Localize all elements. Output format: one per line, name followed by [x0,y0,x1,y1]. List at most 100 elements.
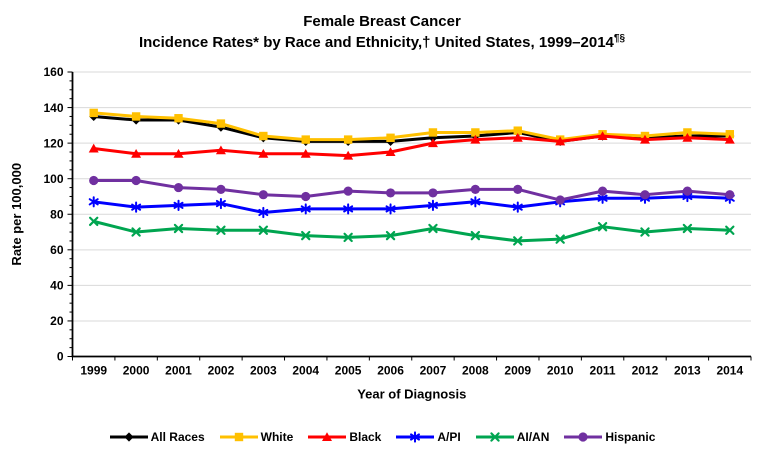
legend-item-a-pi: A/PI [395,429,461,445]
legend-marker-sample [489,432,500,442]
legend-marker-sample [410,431,421,443]
y-tick-label: 0 [57,350,64,364]
series-marker-hispanic [301,191,311,202]
series-marker-ai-an [470,230,481,241]
series-marker-hispanic [555,195,565,205]
x-tick-label: 2001 [165,364,192,378]
chart-title-footnote-marks: ¶§ [613,33,626,44]
legend-marker-a-pi-icon [396,431,435,443]
series-marker-ai-an [216,225,226,235]
series-marker-ai-an [640,227,650,237]
legend-item-black: Black [307,429,381,445]
series-line-black [93,134,730,158]
series-marker-a-pi [470,196,481,208]
series-marker-black [724,134,735,144]
series-marker-ai-an [343,232,353,243]
chart-title-line2: Incidence Rates* by Race and Ethnicity,†… [138,33,626,52]
legend-item-label: All Races [150,430,205,444]
legend-item-label: White [260,430,294,444]
series-marker-hispanic [513,184,523,194]
legend-item-label: Black [349,430,382,444]
series-marker-ai-an [258,225,269,235]
x-tick-label: 2012 [632,364,659,378]
series-marker-ai-an [301,230,311,241]
series-marker-hispanic [470,184,480,194]
legend-marker-black-icon [308,432,347,441]
series-marker-ai-an [682,223,693,234]
series-marker-hispanic [597,186,608,196]
series-marker-a-pi [300,203,311,215]
series-line-ai-an [93,219,730,243]
series-line-white [93,111,730,142]
legend-item-ai-an: AI/AN [475,429,549,445]
series-marker-hispanic [428,188,438,198]
legend-item-all-races: All Races [109,429,205,445]
x-tick-label: 2002 [208,364,235,378]
series-marker-a-pi [258,206,269,219]
series-marker-white [725,130,734,139]
series-marker-a-pi [427,199,438,211]
series-marker-black [512,132,523,142]
series-marker-ai-an [385,230,396,241]
legend-item-label: Hispanic [605,430,656,444]
series-marker-a-pi [385,203,396,215]
series-marker-black [427,138,438,148]
x-tick-label: 2010 [547,364,574,378]
series-marker-white [89,108,98,118]
x-tick-label: 2004 [292,364,319,378]
y-tick-label: 80 [50,207,64,221]
y-axis-title: Rate per 100,000 [9,163,24,266]
y-tick-label: 100 [43,172,63,186]
series-marker-black [385,147,396,157]
chart-title-line1: Female Breast Cancer [303,13,461,30]
series-marker-a-pi [343,203,354,215]
series-marker-ai-an [597,221,608,232]
series-marker-white [259,131,268,141]
y-tick-label: 20 [50,314,64,328]
series-marker-hispanic [640,190,650,200]
series-marker-black [343,150,354,160]
series-marker-black [88,143,99,153]
series-marker-white [428,128,438,137]
legend-item-hispanic: Hispanic [563,429,655,445]
series-line-a-pi [93,194,730,214]
series-marker-a-pi [173,199,184,211]
series-marker-black [639,134,650,144]
series-marker-hispanic [725,190,735,200]
series-marker-white [131,112,141,121]
legend-marker-hispanic-icon [564,432,603,442]
legend-marker-all-races-icon [109,432,148,442]
y-tick-label: 40 [50,279,64,293]
x-tick-label: 2009 [504,364,531,378]
series-marker-ai-an [725,225,735,235]
series-marker-white [174,114,183,123]
x-tick-label: 2005 [335,364,362,378]
series-marker-hispanic [131,175,141,186]
series-marker-a-pi [512,201,523,213]
series-marker-black [258,148,269,158]
legend-marker-ai-an-icon [475,432,514,442]
series-marker-black [215,145,226,155]
series-line-hispanic [93,178,730,202]
legend-marker-sample [322,432,333,441]
x-tick-label: 2006 [377,364,404,378]
series-marker-black [682,132,693,142]
legend-item-white: White [219,429,294,445]
x-tick-label: 2011 [590,364,616,378]
y-tick-label: 160 [43,65,63,79]
x-tick-label: 2014 [716,364,743,378]
series-marker-hispanic [89,175,99,186]
series-marker-black [470,134,481,144]
legend-item-label: A/PI [437,430,461,444]
series-marker-black [173,148,184,158]
series-marker-ai-an [89,216,99,227]
y-tick-label: 120 [43,136,63,150]
chart-legend: All Races White Black A/PI AI/AN Hispanic [0,429,764,445]
series-marker-white [301,135,310,144]
series-marker-white [513,126,522,135]
series-marker-hispanic [385,188,396,198]
series-marker-hispanic [258,190,268,200]
x-tick-label: 1999 [80,364,107,378]
series-marker-ai-an [513,236,523,246]
